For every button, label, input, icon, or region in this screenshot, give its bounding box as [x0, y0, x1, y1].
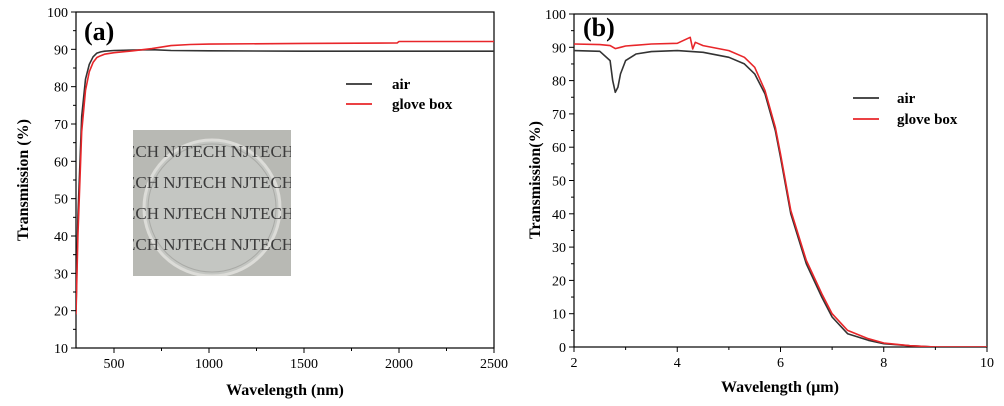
y-tick-label: 70	[54, 118, 68, 133]
y-tick-label: 30	[54, 267, 68, 282]
inset-text-row: ECH NJTECH NJTECH	[125, 235, 294, 254]
y-tick-label: 90	[552, 41, 566, 56]
x-tick-label: 500	[104, 357, 125, 372]
y-tick-label: 40	[54, 230, 68, 245]
x-tick-label: 4	[674, 356, 681, 371]
series-line-glove-box	[574, 36, 987, 347]
legend-label-air: air	[897, 91, 916, 107]
inset-text-row: ECH NJTECH NJTECH	[125, 173, 294, 192]
panel-label-b: (b)	[583, 13, 615, 42]
inset-text-row: ECH NJTECH NJTECH	[125, 142, 294, 161]
legend-a: air glove box	[346, 77, 453, 113]
x-axis-title-a: Wavelength (nm)	[226, 382, 344, 399]
y-axis-title-a: Transmission (%)	[15, 119, 32, 241]
y-tick-label: 10	[552, 308, 566, 323]
y-tick-label: 0	[559, 341, 566, 356]
y-tick-label: 60	[54, 155, 68, 170]
y-tick-label: 30	[552, 241, 566, 256]
inset-text-row: ECH NJTECH NJTECH	[125, 204, 294, 223]
y-tick-label: 50	[54, 193, 68, 208]
series-line-air	[574, 49, 987, 347]
x-tick-label: 2	[571, 356, 578, 371]
panel-a: (a) ECH NJTECH NJTECH ECH NJTECH NJTECH …	[15, 6, 508, 399]
x-tick-label: 8	[880, 356, 887, 371]
x-tick-label: 1500	[290, 357, 318, 372]
y-tick-label: 20	[552, 274, 566, 289]
plot-frame-b	[573, 13, 988, 348]
y-tick-label: 80	[552, 75, 566, 90]
y-tick-label: 90	[54, 43, 68, 58]
legend-b: air glove box	[853, 91, 958, 128]
x-tick-label: 6	[777, 356, 784, 371]
y-tick-label: 100	[47, 6, 68, 21]
series-line-air	[76, 48, 494, 311]
x-tick-label: 10	[980, 356, 994, 371]
disc-edge-icon	[147, 143, 277, 273]
y-tick-label: 100	[545, 8, 566, 23]
axis-ticks-a: 500 1000 1500 2000 2500 10 20 30 40 50 60 70 80 90 100	[47, 6, 508, 372]
y-tick-label: 70	[552, 108, 566, 123]
series-lines-a	[76, 40, 494, 315]
legend-label-glove-box: glove box	[897, 112, 958, 128]
photo-glass-disc-icon	[142, 138, 282, 276]
y-tick-label: 20	[54, 305, 68, 320]
y-axis-title-b: Transmission(%)	[527, 121, 544, 239]
panel-label-a: (a)	[84, 17, 114, 46]
series-line-glove-box	[76, 40, 494, 315]
y-tick-label: 80	[54, 81, 68, 96]
x-tick-label: 1000	[195, 357, 223, 372]
series-lines-b	[574, 36, 987, 347]
x-tick-label: 2500	[480, 357, 508, 372]
x-axis-title-b: Wavelength (μm)	[721, 379, 839, 396]
y-tick-label: 40	[552, 208, 566, 223]
legend-label-glove-box: glove box	[392, 97, 453, 113]
y-tick-label: 60	[552, 141, 566, 156]
y-tick-label: 50	[552, 175, 566, 190]
y-tick-label: 10	[54, 342, 68, 357]
inset-photo: ECH NJTECH NJTECH ECH NJTECH NJTECH ECH …	[125, 130, 294, 276]
legend-label-air: air	[392, 77, 411, 93]
x-tick-label: 2000	[385, 357, 413, 372]
